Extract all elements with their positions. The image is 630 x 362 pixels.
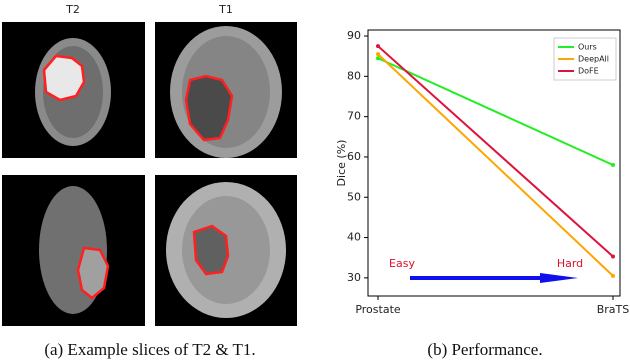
y-tick-label: 80	[347, 69, 361, 82]
x-tick-label: Prostate	[355, 303, 401, 316]
annotation: Easy	[389, 257, 415, 270]
image-label: T1	[218, 3, 233, 16]
point	[611, 254, 615, 259]
caption: (a) Example slices of T2 & T1.	[44, 340, 255, 359]
series-line	[377, 45, 614, 258]
x-tick-label: BraTS	[597, 303, 630, 316]
legend-label: Ours	[578, 43, 597, 52]
series-line	[377, 57, 614, 166]
difficulty-arrow	[410, 273, 578, 283]
legend-label: DeepAll	[578, 55, 609, 64]
series-line	[377, 53, 614, 277]
y-tick-label: 70	[347, 110, 361, 123]
y-axis-label: Dice (%)	[335, 140, 348, 187]
point	[376, 52, 380, 57]
y-tick-label: 50	[347, 190, 361, 203]
image-label: T2	[65, 3, 80, 16]
point	[611, 273, 615, 278]
y-tick-label: 40	[347, 231, 361, 244]
y-tick-label: 90	[347, 29, 361, 42]
mri-images	[2, 22, 297, 326]
point	[376, 44, 380, 49]
legend-label: DoFE	[578, 67, 599, 76]
y-tick-label: 30	[347, 271, 361, 284]
point	[611, 163, 615, 168]
y-tick-label: 60	[347, 150, 361, 163]
caption: (b) Performance.	[427, 340, 542, 359]
annotation: Hard	[557, 257, 583, 270]
point	[376, 56, 380, 61]
plot-frame	[367, 29, 621, 297]
